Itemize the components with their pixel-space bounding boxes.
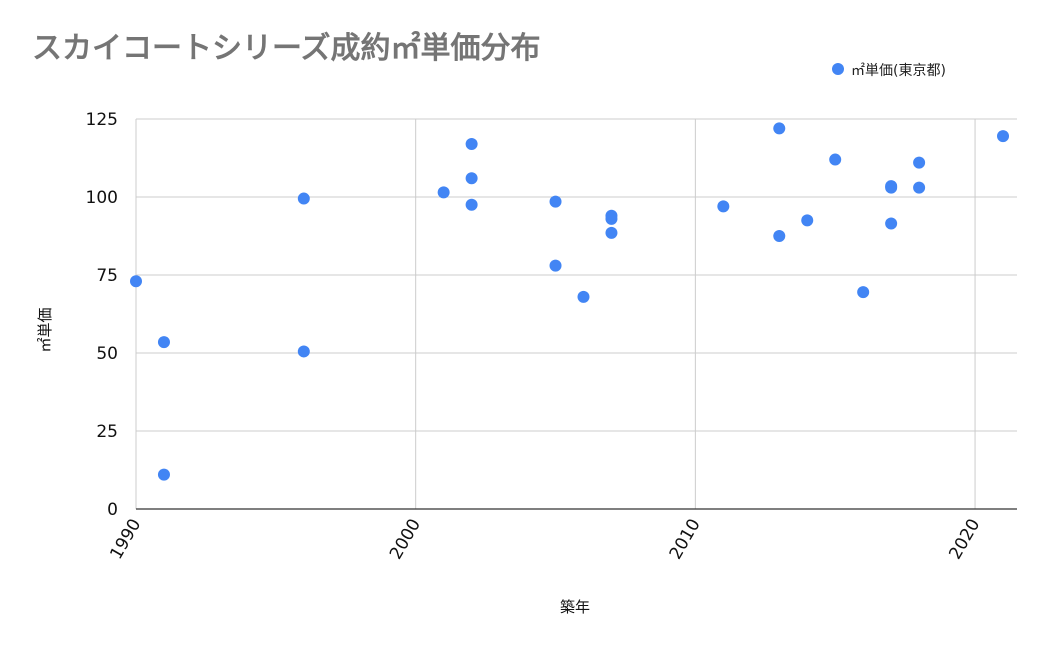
x-tick-label: 1990 [106, 516, 145, 563]
x-tick-label: 2000 [386, 516, 425, 563]
y-tick-label: 50 [96, 344, 118, 364]
y-tick-label: 0 [107, 500, 118, 520]
data-point [885, 181, 898, 194]
data-point [549, 195, 562, 208]
data-point [913, 181, 926, 194]
data-point [857, 286, 870, 299]
data-point [801, 214, 814, 227]
data-point [549, 259, 562, 272]
data-point [605, 226, 618, 239]
legend: ㎡単価(東京都) [832, 63, 946, 79]
gridlines [135, 118, 1017, 510]
data-point [773, 230, 786, 242]
x-axis-label: 築年 [560, 598, 590, 616]
data-point [773, 122, 786, 135]
legend-marker [832, 63, 844, 75]
legend-label: ㎡単価(東京都) [851, 63, 946, 79]
data-point [297, 345, 310, 358]
y-tick-label: 75 [96, 266, 118, 286]
data-point [465, 172, 478, 185]
data-point [465, 198, 478, 211]
data-point [717, 200, 730, 213]
data-point [157, 468, 170, 481]
data-points [130, 122, 1010, 481]
y-axis-label: ㎡単価 [36, 307, 54, 352]
y-tick-label: 25 [96, 422, 118, 442]
data-point [437, 186, 450, 199]
x-tick-label: 2020 [945, 516, 984, 563]
data-point [577, 290, 590, 303]
data-point [885, 217, 898, 230]
data-point [829, 153, 842, 166]
data-point [605, 212, 618, 225]
data-point [157, 336, 170, 349]
data-point [997, 130, 1010, 143]
y-tick-label: 100 [86, 188, 118, 208]
data-point [465, 137, 478, 150]
data-point [913, 156, 926, 169]
y-tick-label: 125 [86, 110, 118, 130]
y-axis-ticks: 0 25 50 75 100 125 [86, 110, 118, 520]
x-axis-ticks: 1990 2000 2010 2020 [106, 516, 984, 563]
data-point [297, 192, 310, 205]
x-tick-label: 2010 [666, 516, 705, 563]
data-point [130, 275, 142, 288]
chart-title: スカイコートシリーズ成約㎡単価分布 [32, 31, 541, 66]
